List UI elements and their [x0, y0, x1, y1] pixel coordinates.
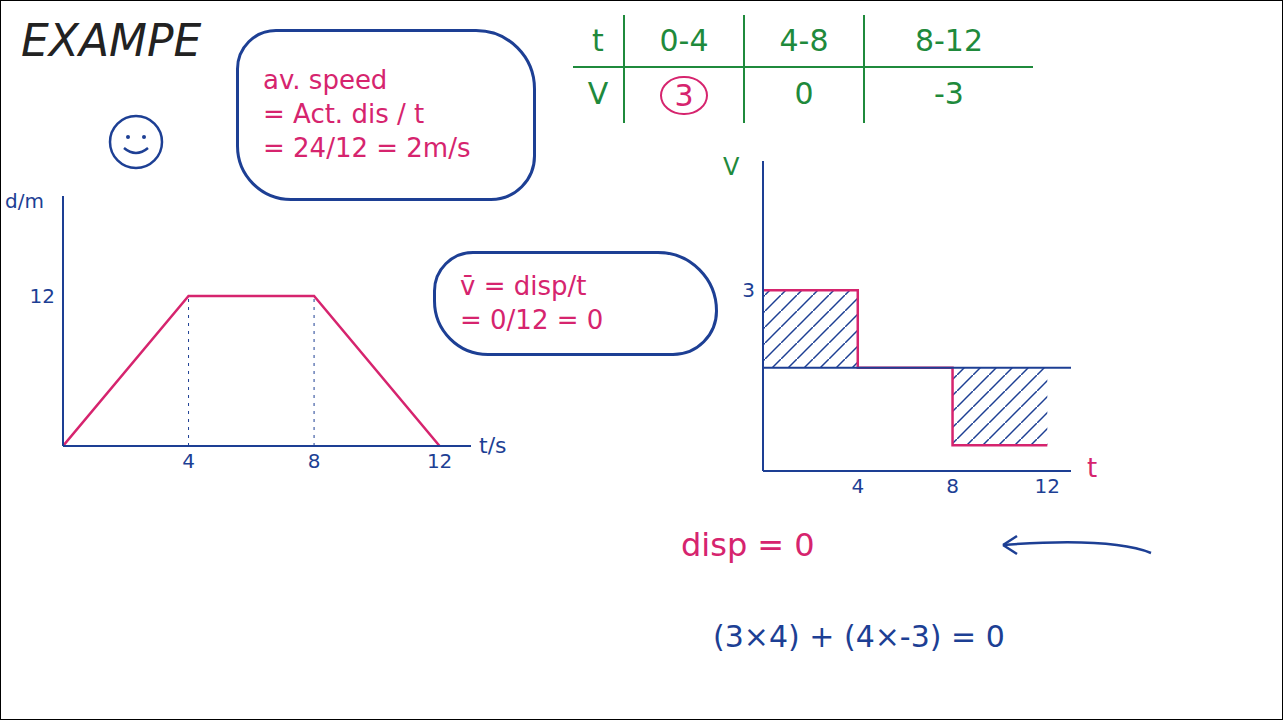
svg-text:4: 4 [851, 474, 864, 498]
html-text:8-12: 8-12 [915, 23, 983, 58]
html-text:= 0/12 = 0: = 0/12 = 0 [460, 304, 604, 335]
html-text:disp = 0: disp = 0 [681, 526, 815, 564]
html-text:0-4: 0-4 [659, 23, 709, 58]
html-text:d/m: d/m [5, 189, 44, 213]
svg-text:12: 12 [30, 284, 55, 308]
svg-text:8: 8 [946, 474, 959, 498]
html-text:t/s: t/s [479, 433, 507, 458]
html-text:av. speed: av. speed [263, 65, 388, 96]
svg-text:3: 3 [742, 278, 755, 302]
html-text:= Act. dis / t: = Act. dis / t [263, 99, 425, 130]
html-text:EXAMPE: EXAMPE [21, 15, 202, 66]
svg-text:8: 8 [308, 449, 321, 473]
html-text:4-8: 4-8 [779, 23, 829, 58]
html-text:3: 3 [674, 78, 694, 113]
html-text:(3×4) + (4×-3) = 0: (3×4) + (4×-3) = 0 [713, 619, 1005, 654]
html-text:V: V [587, 76, 609, 111]
svg-text:4: 4 [182, 449, 195, 473]
html-text:0: 0 [794, 76, 814, 111]
svg-text:12: 12 [1035, 474, 1060, 498]
html-text:t: t [1087, 453, 1098, 483]
html-text:V: V [723, 153, 740, 181]
svg-text:12: 12 [427, 449, 452, 473]
html-text:v̄ = disp/t: v̄ = disp/t [460, 270, 587, 301]
html-text:t: t [592, 23, 604, 58]
html-text:= 24/12 = 2m/s: = 24/12 = 2m/s [263, 132, 471, 163]
html-text:-3: -3 [934, 76, 964, 111]
